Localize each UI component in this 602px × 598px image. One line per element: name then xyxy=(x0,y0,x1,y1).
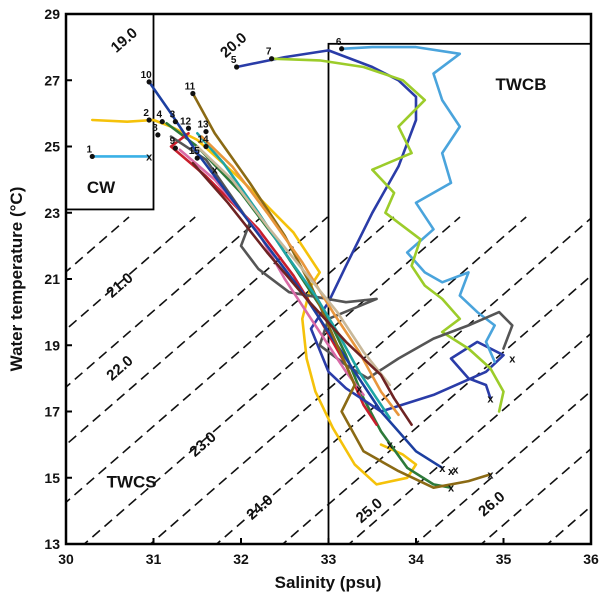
isopycnal-line xyxy=(66,216,395,504)
station-end-marker: x xyxy=(439,463,446,475)
y-tick-label: 29 xyxy=(44,6,60,22)
station-label: 13 xyxy=(197,120,209,131)
station-profile-11 xyxy=(191,92,492,490)
isopycnal-line xyxy=(66,216,196,331)
y-tick-label: 25 xyxy=(44,139,60,155)
station-start-marker xyxy=(155,132,161,138)
station-label: 9 xyxy=(170,136,176,147)
x-tick-label: 35 xyxy=(496,551,512,567)
station-label: 3 xyxy=(170,110,176,121)
station-start-marker xyxy=(172,119,178,125)
isopycnal-line xyxy=(149,216,527,544)
isopycnal-line xyxy=(83,216,461,544)
station-start-marker xyxy=(146,117,152,123)
isopycnal-line xyxy=(281,274,591,544)
station-start-marker xyxy=(339,46,345,52)
x-tick-label: 34 xyxy=(408,551,424,567)
station-label: 15 xyxy=(189,146,201,157)
y-tick-label: 21 xyxy=(44,271,60,287)
station-profile-14 xyxy=(196,145,392,387)
x-tick-label: 36 xyxy=(583,551,599,567)
x-tick-label: 31 xyxy=(146,551,162,567)
isopycnal-line xyxy=(347,332,591,544)
station-profile-6 xyxy=(340,45,497,364)
isopycnal-line xyxy=(66,216,329,446)
station-end-marker: x xyxy=(387,440,394,452)
station-label: 7 xyxy=(266,47,272,58)
station-label: 4 xyxy=(156,110,162,121)
region-label: TWCB xyxy=(496,75,547,94)
station-profile-12 xyxy=(196,132,392,420)
isopycnal-line xyxy=(546,505,591,544)
y-tick-label: 17 xyxy=(44,404,60,420)
station-start-marker xyxy=(159,119,165,125)
station-label: 6 xyxy=(336,37,342,48)
station-profile-7 xyxy=(270,57,505,413)
station-start-marker xyxy=(203,143,209,150)
station-start-marker xyxy=(89,153,95,160)
station-start-marker xyxy=(146,79,152,85)
station-end-marker: x xyxy=(356,383,363,395)
station-end-marker: x xyxy=(212,165,219,177)
station-start-marker xyxy=(269,56,275,62)
station-profile-4 xyxy=(169,132,378,427)
station-label: 11 xyxy=(185,82,196,93)
station-label: 10 xyxy=(141,70,153,81)
x-tick-label: 30 xyxy=(58,551,74,567)
x-tick-label: 33 xyxy=(321,551,337,567)
y-tick-label: 15 xyxy=(44,470,60,486)
station-end-marker: x xyxy=(452,464,459,476)
station-label: 8 xyxy=(152,123,158,134)
station-end-marker: x xyxy=(487,393,494,405)
station-start-marker xyxy=(203,128,209,135)
station-label: 5 xyxy=(231,55,237,66)
region-label: CW xyxy=(87,178,116,197)
station-label: 12 xyxy=(180,116,192,127)
station-profile-3 xyxy=(165,122,453,490)
station-end-marker: x xyxy=(146,151,153,163)
y-tick-label: 23 xyxy=(44,205,60,221)
y-tick-label: 27 xyxy=(44,72,60,88)
station-start-marker xyxy=(190,90,196,97)
y-axis-title: Water temperature (°C) xyxy=(7,187,26,372)
x-tick-label: 32 xyxy=(233,551,249,567)
x-axis-title: Salinity (psu) xyxy=(275,573,382,592)
station-start-marker xyxy=(234,64,240,70)
y-tick-label: 13 xyxy=(44,536,60,552)
station-end-marker: x xyxy=(487,469,494,481)
y-tick-label: 19 xyxy=(44,337,60,353)
isopycnal-line xyxy=(215,217,591,544)
isopycnal-line xyxy=(66,216,262,389)
isopycnal-lines xyxy=(66,216,591,544)
station-profile-9 xyxy=(178,148,365,397)
region-label: TWCS xyxy=(107,473,157,492)
isopycnal-line xyxy=(480,447,591,544)
station-profile-15 xyxy=(191,161,413,427)
station-label: 2 xyxy=(143,108,149,119)
isopycnal-line xyxy=(414,390,591,544)
station-end-marker: x xyxy=(448,466,455,478)
station-start-marker xyxy=(185,125,192,131)
station-profiles xyxy=(91,45,514,490)
station-profile-8 xyxy=(169,135,514,380)
station-label: 1 xyxy=(86,144,92,155)
station-label: 14 xyxy=(197,135,209,146)
station-start-marker xyxy=(194,155,200,161)
station-start-marker xyxy=(172,145,178,151)
station-end-marker: x xyxy=(509,354,516,366)
station-end-marker: x xyxy=(448,483,455,495)
